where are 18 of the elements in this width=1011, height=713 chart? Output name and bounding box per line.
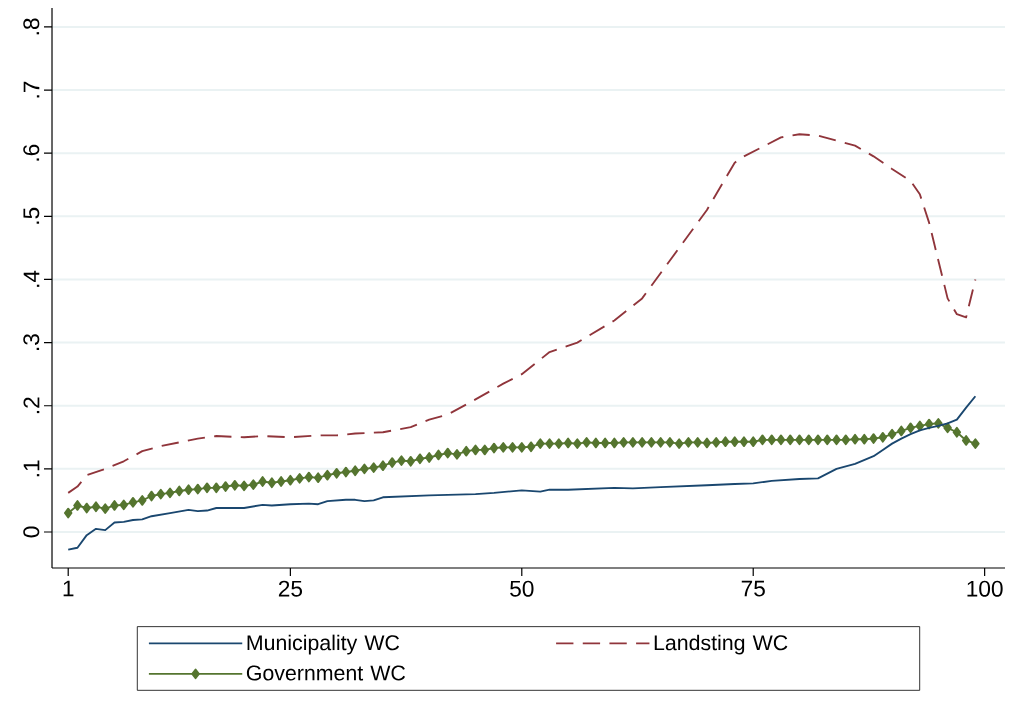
legend-label: Landsting WC (654, 634, 788, 655)
y-tick-label: .3 (23, 334, 40, 350)
x-tick-label: 75 (741, 580, 765, 597)
y-tick-label: .5 (23, 207, 40, 224)
x-tick-label: 100 (967, 580, 1003, 597)
x-tick-label: 25 (278, 580, 303, 597)
y-tick-label: .2 (23, 397, 40, 414)
y-tick-label: .6 (23, 144, 40, 161)
legend-label: Government WC (246, 665, 406, 681)
legend-label: Municipality WC (247, 634, 400, 655)
y-tick-label: .7 (23, 81, 40, 98)
y-tick-label: .8 (23, 18, 40, 35)
x-tick-label: 1 (63, 580, 74, 597)
y-tick-label: 0 (23, 526, 40, 538)
y-tick-label: .1 (23, 460, 40, 477)
line-series (67, 395, 977, 551)
x-tick-label: 50 (510, 580, 534, 597)
y-tick-label: .4 (23, 270, 40, 287)
